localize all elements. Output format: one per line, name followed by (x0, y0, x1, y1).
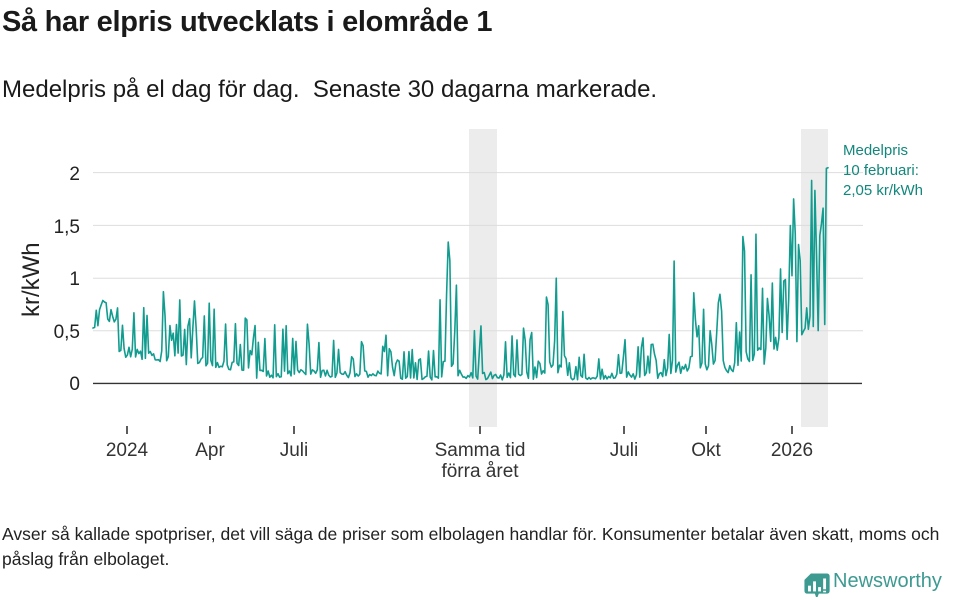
svg-text:förra året: förra året (441, 461, 519, 482)
svg-text:Juli: Juli (610, 440, 639, 461)
svg-text:Okt: Okt (691, 440, 721, 461)
svg-text:2026: 2026 (771, 440, 813, 461)
svg-text:2: 2 (69, 164, 80, 185)
svg-text:Samma tid: Samma tid (435, 440, 526, 461)
svg-text:Apr: Apr (195, 440, 225, 461)
svg-text:0: 0 (69, 374, 80, 395)
svg-text:1,5: 1,5 (54, 217, 80, 238)
svg-text:Juli: Juli (280, 440, 309, 461)
svg-text:0,5: 0,5 (54, 322, 80, 343)
svg-text:Newsworthy: Newsworthy (833, 570, 942, 592)
svg-text:2024: 2024 (106, 440, 149, 461)
svg-text:1: 1 (69, 269, 80, 290)
